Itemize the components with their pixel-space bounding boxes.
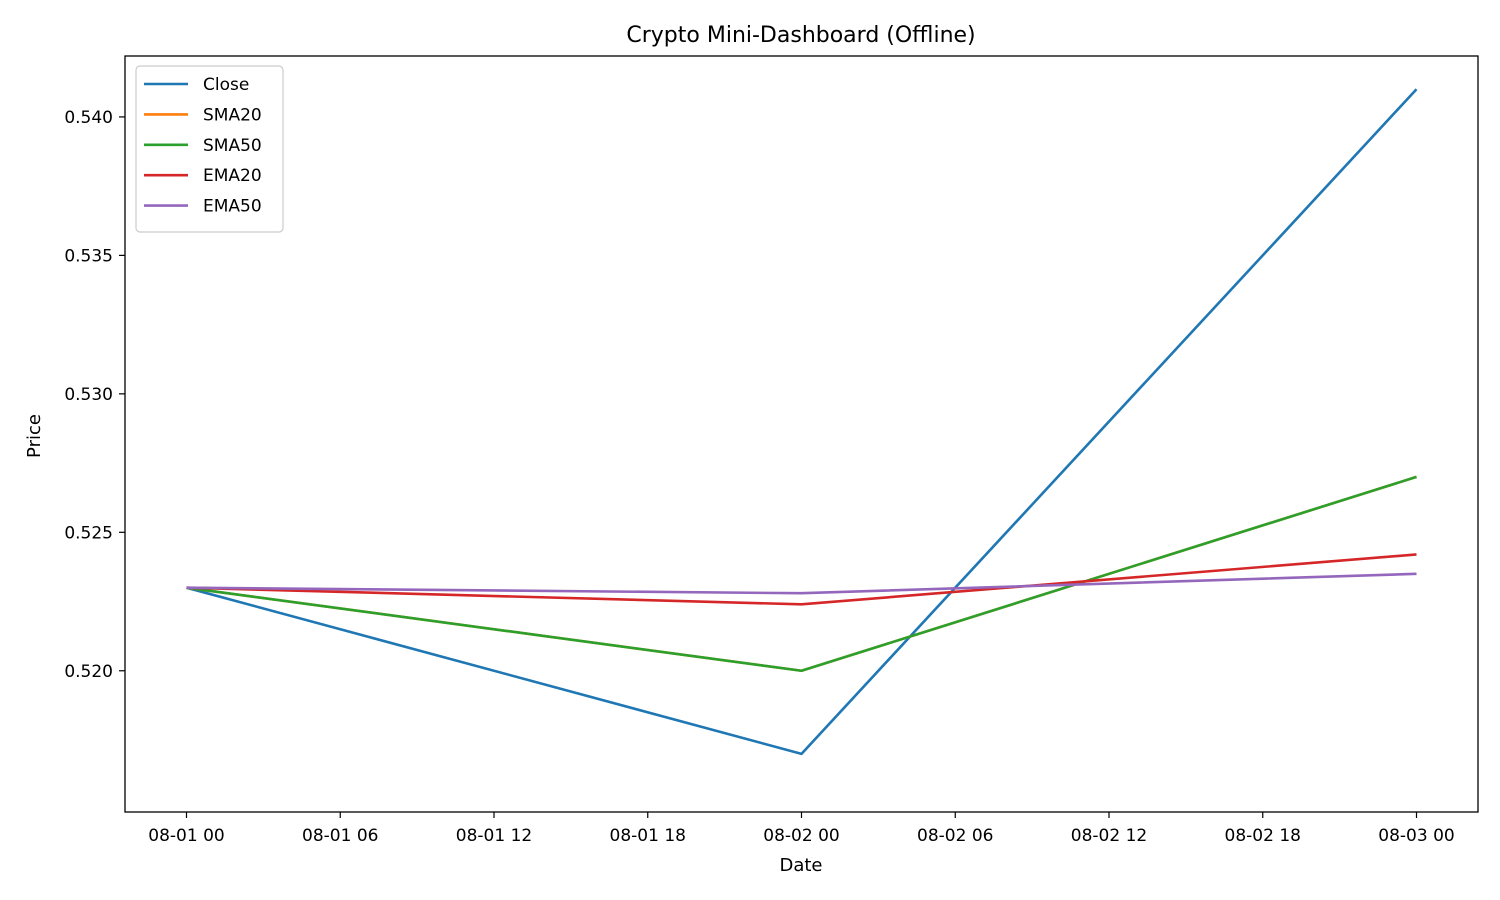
y-tick-label: 0.525: [64, 523, 113, 543]
legend-box: [135, 65, 284, 233]
x-tick-label: 08-02 00: [763, 826, 839, 846]
x-tick-label: 08-01 06: [302, 826, 378, 846]
x-tick-label: 08-02 06: [917, 826, 993, 846]
series-line-ema20: [186, 553, 1417, 606]
x-tick-label: 08-02 12: [1071, 826, 1147, 846]
x-tick-label: 08-01 00: [148, 826, 224, 846]
legend-label-sma50: SMA50: [203, 136, 262, 156]
x-tick-label: 08-01 12: [456, 826, 532, 846]
x-tick-label: 08-01 18: [610, 826, 686, 846]
y-tick-label: 0.530: [64, 385, 113, 405]
x-axis: 08-01 00 08-01 06 08-01 12 08-01 18 08-02 00…: [148, 812, 1455, 846]
y-axis: 0.520 0.525 0.530 0.535 0.540: [64, 108, 125, 682]
x-tick-label: 08-02 18: [1225, 826, 1301, 846]
legend-label-ema20: EMA20: [203, 166, 262, 186]
y-tick-label: 0.520: [64, 662, 113, 682]
series-line-sma50: [186, 475, 1417, 673]
series-line-close: [186, 88, 1418, 756]
x-tick-label: 08-03 00: [1378, 826, 1454, 846]
legend-label-sma20: SMA20: [203, 105, 262, 125]
legend-label-ema50: EMA50: [203, 197, 262, 217]
chart-title: Crypto Mini-Dashboard (Offline): [626, 23, 975, 48]
plot-area: [186, 88, 1418, 756]
y-tick-label: 0.540: [64, 108, 113, 128]
legend: Close SMA20 SMA50 EMA20 EMA50: [135, 65, 284, 233]
y-axis-label: Price: [24, 414, 45, 458]
x-axis-label: Date: [779, 855, 822, 876]
plot-frame: [124, 55, 1479, 813]
legend-label-close: Close: [203, 75, 249, 95]
series-line-ema50: [186, 572, 1417, 595]
y-tick-label: 0.535: [64, 246, 113, 266]
